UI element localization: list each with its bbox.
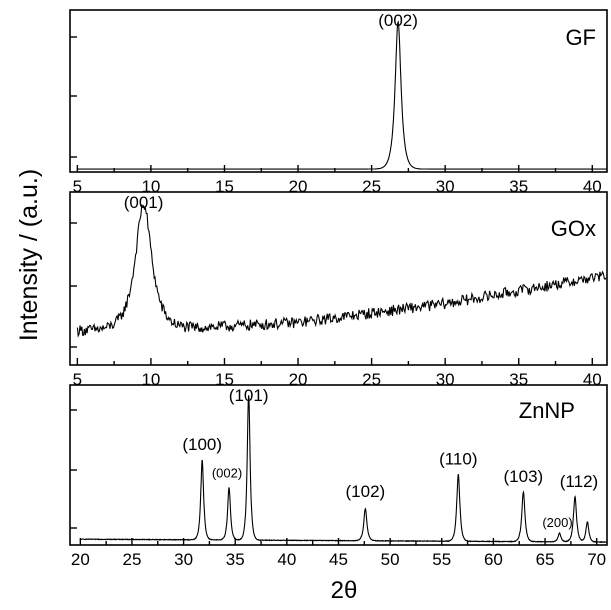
peak-label: (100): [182, 435, 222, 454]
x-tick-label: 35: [226, 550, 245, 569]
peak-label: (110): [439, 449, 477, 468]
x-tick-label: 30: [436, 177, 455, 196]
panel-name: GOx: [551, 216, 596, 241]
peak-label: (103): [504, 467, 544, 486]
x-tick-label: 40: [583, 370, 602, 389]
x-tick-label: 5: [73, 370, 82, 389]
plot-frame: [69, 191, 608, 366]
panel-gf: 5 10 15 20 25 30 35 40(002)GF: [69, 9, 608, 196]
peak-label: (002): [378, 11, 418, 30]
panel-gox: 5 10 15 20 25 30 35 40(001)GOx: [69, 191, 608, 389]
x-tick-label: 10: [141, 370, 160, 389]
x-tick-label: 45: [329, 550, 348, 569]
x-tick-label: 25: [362, 370, 381, 389]
x-tick-label: 50: [381, 550, 400, 569]
x-tick-label: 40: [277, 550, 296, 569]
x-tick-label: 30: [436, 370, 455, 389]
x-tick-label: 25: [123, 550, 142, 569]
x-tick-label: 60: [484, 550, 503, 569]
x-tick-label: 30: [174, 550, 193, 569]
panel-name: GF: [565, 25, 596, 50]
x-axis-label: 2θ: [331, 577, 358, 604]
y-axis-label: Intensity / (a.u.): [15, 169, 43, 341]
plot-frame: [69, 9, 608, 173]
x-tick-label: 70: [587, 550, 606, 569]
x-tick-label: 35: [509, 177, 528, 196]
peak-label: (200): [542, 515, 572, 530]
series-line-znnp: [80, 395, 607, 544]
panels: 5 10 15 20 25 30 35 40(002)GF5 10 15 20 25 30 35 40(00…: [69, 9, 608, 569]
panel-name: ZnNP: [519, 398, 575, 423]
series-line-gf: [77, 20, 607, 170]
x-tick-label: 65: [536, 550, 555, 569]
x-tick-label: 5: [73, 177, 82, 196]
series-line-gox: [76, 204, 607, 338]
peak-label: (112): [560, 472, 598, 491]
x-tick-label: 55: [432, 550, 451, 569]
x-tick-label: 20: [289, 370, 308, 389]
x-tick-label: 15: [215, 177, 234, 196]
peak-label: (102): [346, 482, 386, 501]
x-tick-label: 35: [509, 370, 528, 389]
x-tick-label: 20: [289, 177, 308, 196]
x-tick-label: 25: [362, 177, 381, 196]
x-tick-label: 20: [71, 550, 90, 569]
peak-label: (002): [212, 466, 242, 481]
x-tick-label: 40: [583, 177, 602, 196]
peak-label: (101): [229, 386, 269, 405]
panel-znnp: 20 25 30 35 40 45 50 55 60 65 70 (100) (002) (101) (10…: [69, 384, 608, 569]
peak-label: (001): [124, 193, 164, 212]
